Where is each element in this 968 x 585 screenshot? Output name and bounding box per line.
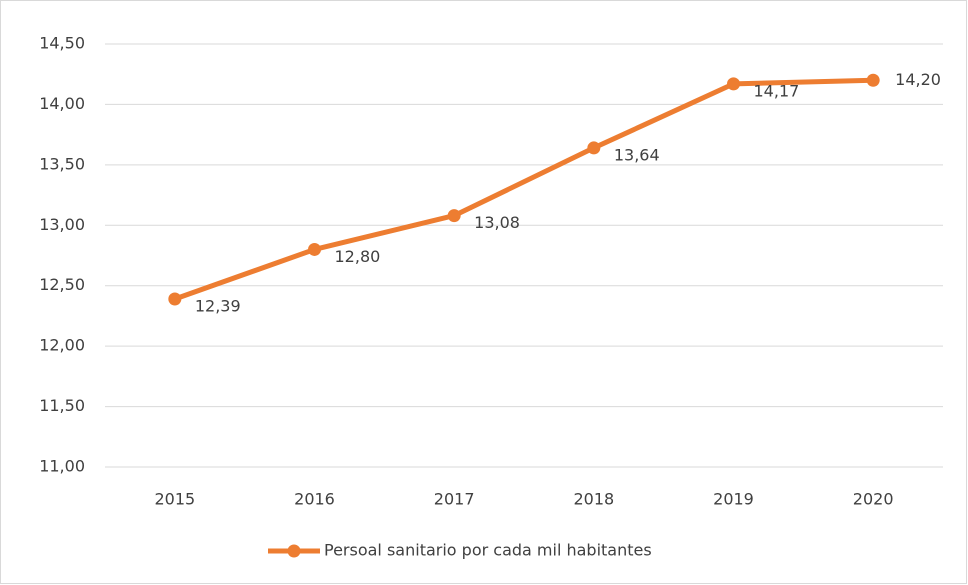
data-point <box>727 77 740 91</box>
data-point <box>447 209 461 223</box>
legend-label: Persoal sanitario por cada mil habitante… <box>324 541 652 560</box>
x-tick-label: 2020 <box>853 490 894 509</box>
y-tick-label: 13,50 <box>39 154 85 173</box>
y-tick-label: 12,50 <box>39 275 85 294</box>
y-tick-label: 14,00 <box>39 94 85 113</box>
data-label: 14,20 <box>895 70 941 89</box>
y-tick-label: 13,00 <box>39 215 85 234</box>
data-point <box>866 73 880 87</box>
data-label: 12,80 <box>335 247 381 266</box>
legend-marker <box>287 544 301 558</box>
x-tick-label: 2016 <box>294 490 335 509</box>
data-label: 14,17 <box>754 81 800 100</box>
y-tick-label: 11,00 <box>39 457 85 476</box>
series-line <box>173 77 874 302</box>
data-label: 13,08 <box>474 213 520 232</box>
x-tick-label: 2017 <box>434 490 475 509</box>
data-label: 13,64 <box>614 145 660 164</box>
data-point <box>587 141 601 155</box>
x-tick-label: 2019 <box>713 490 754 509</box>
y-tick-label: 12,00 <box>39 336 85 355</box>
x-tick-label: 2018 <box>573 490 614 509</box>
data-point <box>168 292 182 306</box>
y-tick-label: 11,50 <box>39 396 85 415</box>
data-label: 12,39 <box>195 297 241 316</box>
x-tick-label: 2015 <box>154 490 195 509</box>
y-tick-label: 14,50 <box>39 34 85 53</box>
data-point <box>308 242 321 256</box>
